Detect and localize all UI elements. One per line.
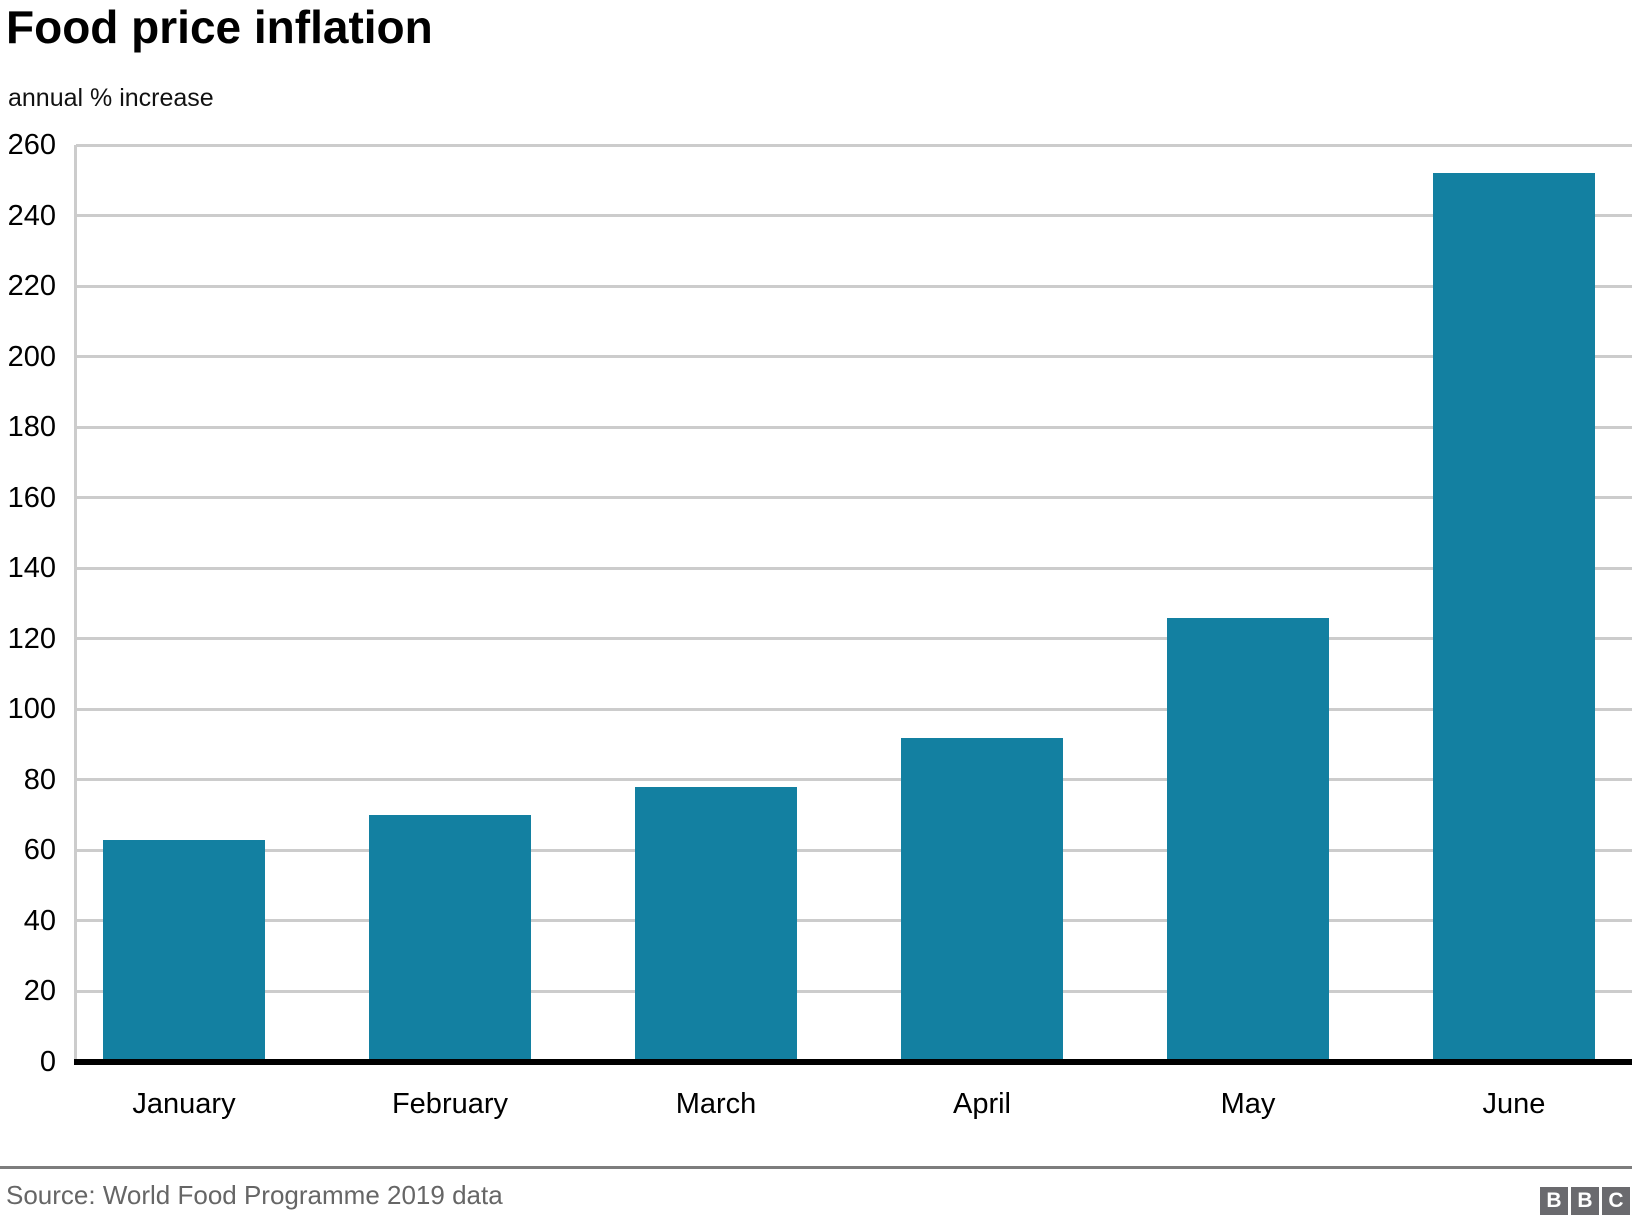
gridline-40: [76, 919, 1632, 923]
bar-may: [1167, 617, 1329, 1062]
bar-march: [635, 786, 797, 1062]
plot-left-border: [74, 145, 77, 1062]
y-tick-label-20: 20: [23, 975, 56, 1008]
bbc-logo-letter-2: B: [1571, 1187, 1599, 1215]
y-tick-label-200: 200: [7, 340, 56, 373]
gridline-100: [76, 707, 1632, 711]
y-tick-label-60: 60: [23, 834, 56, 867]
chart-subtitle-unit-label: annual % increase: [8, 84, 214, 112]
bbc-logo-letter-1: B: [1540, 1187, 1568, 1215]
bar-april: [901, 737, 1063, 1062]
x-axis-zero-line: [74, 1059, 1632, 1065]
x-axis-label-january: January: [132, 1088, 236, 1120]
bar-june: [1433, 173, 1595, 1062]
y-tick-label-0: 0: [39, 1046, 56, 1078]
y-tick-label-180: 180: [7, 411, 56, 444]
footer-divider: [0, 1166, 1632, 1169]
y-tick-label-40: 40: [23, 904, 56, 937]
gridline-220: [76, 284, 1632, 288]
x-axis-label-may: May: [1220, 1088, 1276, 1120]
y-tick-label-100: 100: [7, 693, 56, 726]
gridline-80: [76, 778, 1632, 782]
gridline-20: [76, 989, 1632, 993]
y-tick-label-240: 240: [7, 199, 56, 232]
gridline-140: [76, 566, 1632, 570]
x-axis-label-june: June: [1482, 1088, 1546, 1120]
y-tick-label-220: 220: [7, 270, 56, 303]
x-axis-label-april: April: [952, 1088, 1011, 1120]
gridline-200: [76, 355, 1632, 359]
gridline-120: [76, 637, 1632, 641]
y-tick-label-140: 140: [7, 552, 56, 585]
gridline-240: [76, 214, 1632, 218]
bbc-logo-letter-3: C: [1602, 1187, 1630, 1215]
chart-title: Food price inflation: [6, 1, 433, 53]
y-tick-label-160: 160: [7, 481, 56, 514]
gridline-260: [76, 143, 1632, 147]
source-attribution: Source: World Food Programme 2019 data: [6, 1180, 503, 1210]
x-axis-label-february: February: [391, 1088, 509, 1120]
x-axis-label-march: March: [675, 1088, 757, 1120]
gridline-160: [76, 496, 1632, 500]
bar-january: [103, 839, 265, 1062]
y-tick-label-80: 80: [23, 763, 56, 796]
gridline-180: [76, 425, 1632, 429]
y-tick-label-120: 120: [7, 622, 56, 655]
bar-february: [369, 815, 531, 1062]
gridline-60: [76, 848, 1632, 852]
y-tick-label-260: 260: [7, 129, 56, 161]
